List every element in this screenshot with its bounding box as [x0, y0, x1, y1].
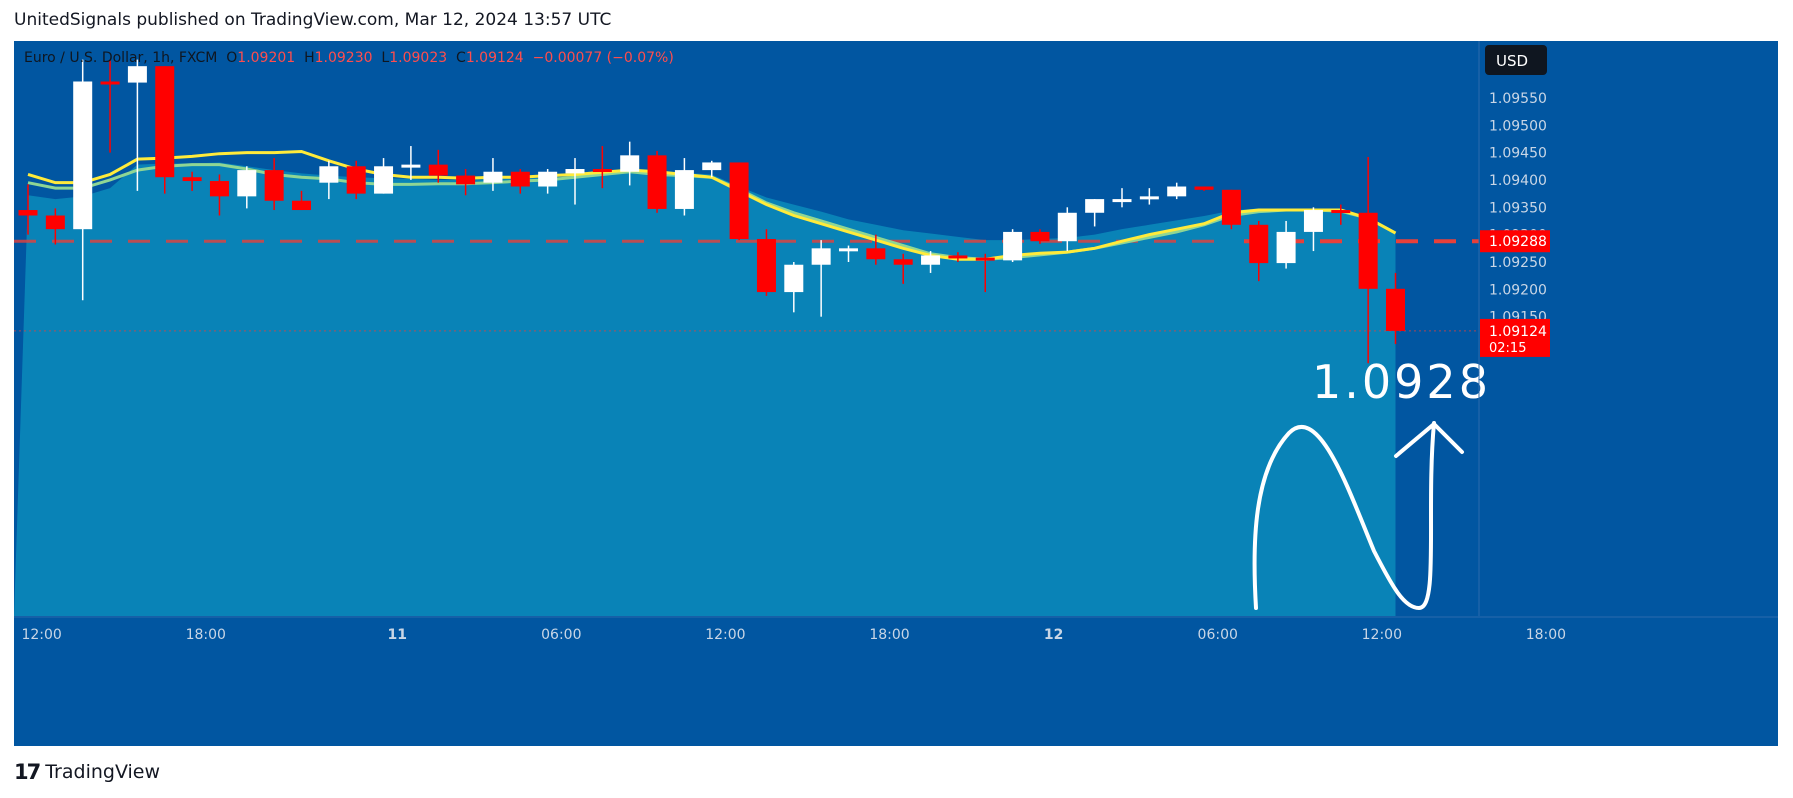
- legend-low-label: L: [381, 50, 389, 66]
- legend-low-value: 1.09023: [389, 50, 456, 66]
- tradingview-logo[interactable]: 17 TradingView: [14, 760, 160, 784]
- candle-up: [1303, 210, 1323, 232]
- candle-down: [182, 177, 202, 182]
- candle-down: [155, 66, 175, 178]
- candle-up: [565, 169, 585, 174]
- candle-up: [674, 170, 694, 209]
- chart-area[interactable]: 1.0928 1.09550 1.09500 1.09450 1.09400 1.0935…: [14, 41, 1778, 746]
- projection-arrowhead: [1394, 422, 1464, 458]
- legend-close-value: 1.09124: [466, 50, 533, 66]
- candle-up: [1139, 196, 1159, 200]
- candle-up: [1112, 199, 1132, 203]
- candle-down: [592, 169, 612, 173]
- legend-close-label: C: [456, 50, 466, 66]
- candle-up: [73, 81, 93, 230]
- y-tick-label: 1.09400: [1489, 173, 1547, 189]
- tradingview-mark-icon: 17: [14, 760, 41, 784]
- candle-down: [647, 155, 667, 209]
- legend-high-value: 1.09230: [315, 50, 382, 66]
- tradingview-brand: TradingView: [45, 761, 161, 783]
- candle-down: [264, 170, 284, 201]
- publish-header: UnitedSignals published on TradingView.c…: [14, 10, 612, 30]
- countdown-label: 02:15: [1489, 341, 1526, 356]
- current-price-label-bg: [1480, 318, 1550, 357]
- legend-symbol-name: Euro / U.S. Dollar, 1h, FXCM: [24, 50, 226, 66]
- candle-up: [374, 166, 394, 194]
- level-annotation-text: 1.0928: [1312, 355, 1491, 409]
- candle-down: [45, 215, 65, 230]
- candle-up: [1085, 199, 1105, 213]
- y-tick-label: 1.09200: [1489, 282, 1547, 298]
- y-tick-label: 1.09550: [1489, 91, 1547, 107]
- time-axis-bg: [14, 616, 1778, 746]
- candle-down: [1358, 212, 1378, 289]
- candle-down: [975, 257, 995, 261]
- x-tick-label: 12:00: [1362, 627, 1402, 643]
- candle-down: [18, 210, 38, 216]
- x-tick-label: 18:00: [1526, 627, 1566, 643]
- candle-up: [127, 66, 147, 83]
- candle-down: [729, 162, 749, 240]
- candle-down: [428, 164, 448, 176]
- candle-down: [1386, 288, 1405, 331]
- candle-up: [237, 170, 257, 197]
- y-tick-label: 1.09250: [1489, 255, 1547, 271]
- candle-down: [948, 255, 968, 259]
- x-tick-label: 12:00: [705, 627, 745, 643]
- candle-up: [620, 155, 640, 172]
- candle-up: [1057, 212, 1077, 242]
- candle-down: [510, 171, 530, 187]
- candle-down: [1194, 186, 1214, 190]
- candle-down: [209, 181, 229, 197]
- candle-up: [401, 164, 421, 168]
- x-tick-label: 06:00: [541, 627, 581, 643]
- y-tick-label: 1.09500: [1489, 118, 1547, 134]
- legend-high-label: H: [304, 50, 315, 66]
- candle-down: [893, 259, 913, 265]
- candle-up: [1276, 231, 1296, 264]
- candle-up: [319, 166, 339, 183]
- current-price-label: 1.09124: [1489, 324, 1547, 340]
- symbol-legend: Euro / U.S. Dollar, 1h, FXCM O1.09201 H1…: [24, 50, 674, 66]
- candle-up: [839, 248, 858, 252]
- x-tick-label: 11: [387, 627, 406, 643]
- x-tick-label: 12: [1044, 627, 1063, 643]
- x-tick-label: 18:00: [869, 627, 909, 643]
- candle-down: [1221, 189, 1241, 225]
- legend-open-value: 1.09201: [237, 50, 304, 66]
- candle-up: [811, 248, 831, 265]
- candle-down: [100, 81, 120, 85]
- candle-up: [921, 255, 941, 265]
- candle-down: [1030, 231, 1050, 242]
- x-tick-label: 12:00: [21, 627, 61, 643]
- candle-down: [866, 248, 886, 260]
- level-price-label-bg: [1480, 230, 1550, 253]
- candle-down: [346, 166, 366, 194]
- currency-button-label: USD: [1496, 52, 1528, 70]
- candle-up: [1167, 186, 1187, 197]
- x-tick-label: 06:00: [1198, 627, 1238, 643]
- candlestick-chart[interactable]: 1.0928 1.09550 1.09500 1.09450 1.09400 1.0935…: [14, 41, 1778, 746]
- candle-down: [456, 175, 476, 185]
- candle-down: [1249, 224, 1269, 264]
- candle-up: [702, 162, 722, 171]
- candle-up: [1003, 231, 1023, 261]
- candle-down: [292, 200, 311, 211]
- y-tick-label: 1.09450: [1489, 146, 1547, 162]
- legend-open-label: O: [226, 50, 237, 66]
- legend-change-value: −0.00077 (−0.07%): [533, 50, 674, 66]
- level-price-label: 1.09288: [1489, 234, 1547, 250]
- currency-button[interactable]: [1485, 45, 1547, 75]
- candle-down: [756, 239, 776, 293]
- projection-arrow-path: [1252, 421, 1436, 611]
- candle-up: [784, 264, 804, 293]
- x-tick-label: 18:00: [186, 627, 226, 643]
- candle-up: [538, 171, 558, 187]
- candle-up: [483, 171, 503, 183]
- candle-down: [1331, 210, 1351, 214]
- ma-area-fill: [14, 162, 1396, 617]
- y-tick-label: 1.09350: [1489, 200, 1547, 216]
